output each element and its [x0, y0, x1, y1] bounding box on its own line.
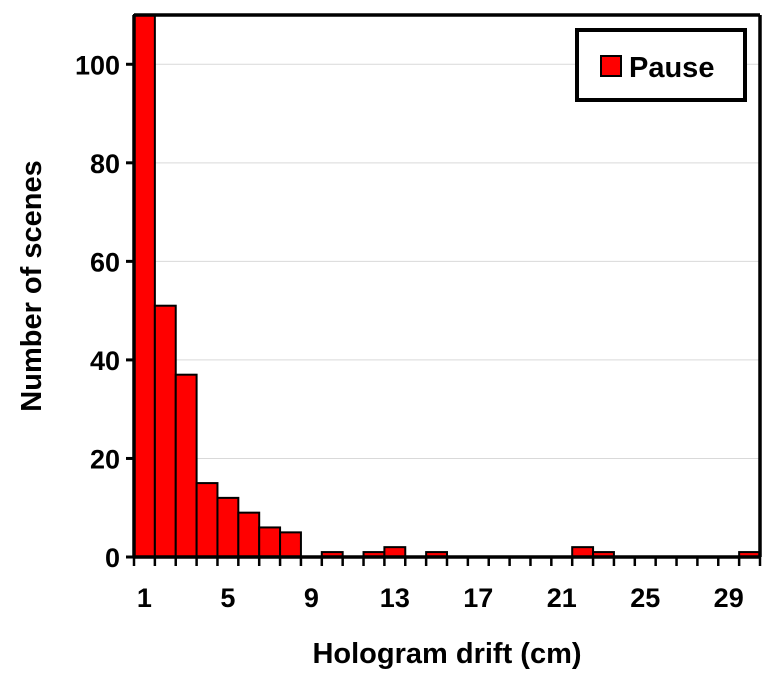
bar — [195, 482, 219, 558]
x-tick-label: 25 — [630, 583, 660, 613]
x-tick-label: 5 — [220, 583, 235, 613]
bar — [174, 373, 198, 559]
y-axis-label: Number of scenes — [16, 160, 48, 411]
y-tick-label: 20 — [90, 444, 120, 474]
y-tick-label: 100 — [75, 50, 120, 80]
legend: Pause — [575, 28, 747, 102]
x-tick-label: 29 — [714, 583, 744, 613]
bar — [279, 531, 302, 559]
x-tick-label: 9 — [304, 583, 319, 613]
legend-label-pause: Pause — [629, 52, 714, 84]
bar — [133, 14, 156, 558]
y-tick-label: 0 — [105, 543, 120, 573]
y-tick-label: 80 — [90, 149, 120, 179]
x-tick-label: 17 — [463, 583, 493, 613]
x-tick-label: 1 — [137, 583, 152, 613]
bar — [216, 496, 240, 559]
gridlines — [134, 63, 760, 459]
x-axis-label: Hologram drift (cm) — [312, 638, 581, 670]
bar — [258, 526, 282, 558]
y-tick-label: 40 — [90, 346, 120, 376]
legend-swatch-pause — [600, 55, 622, 77]
bar — [237, 511, 261, 558]
y-ticks: 0 20 40 60 80 100 — [75, 50, 134, 573]
x-ticks: 1 5 9 13 17 21 25 29 — [132, 557, 762, 613]
y-tick-label: 60 — [90, 247, 120, 277]
x-tick-label: 21 — [547, 583, 577, 613]
x-tick-label: 13 — [380, 583, 410, 613]
bar — [153, 304, 177, 558]
